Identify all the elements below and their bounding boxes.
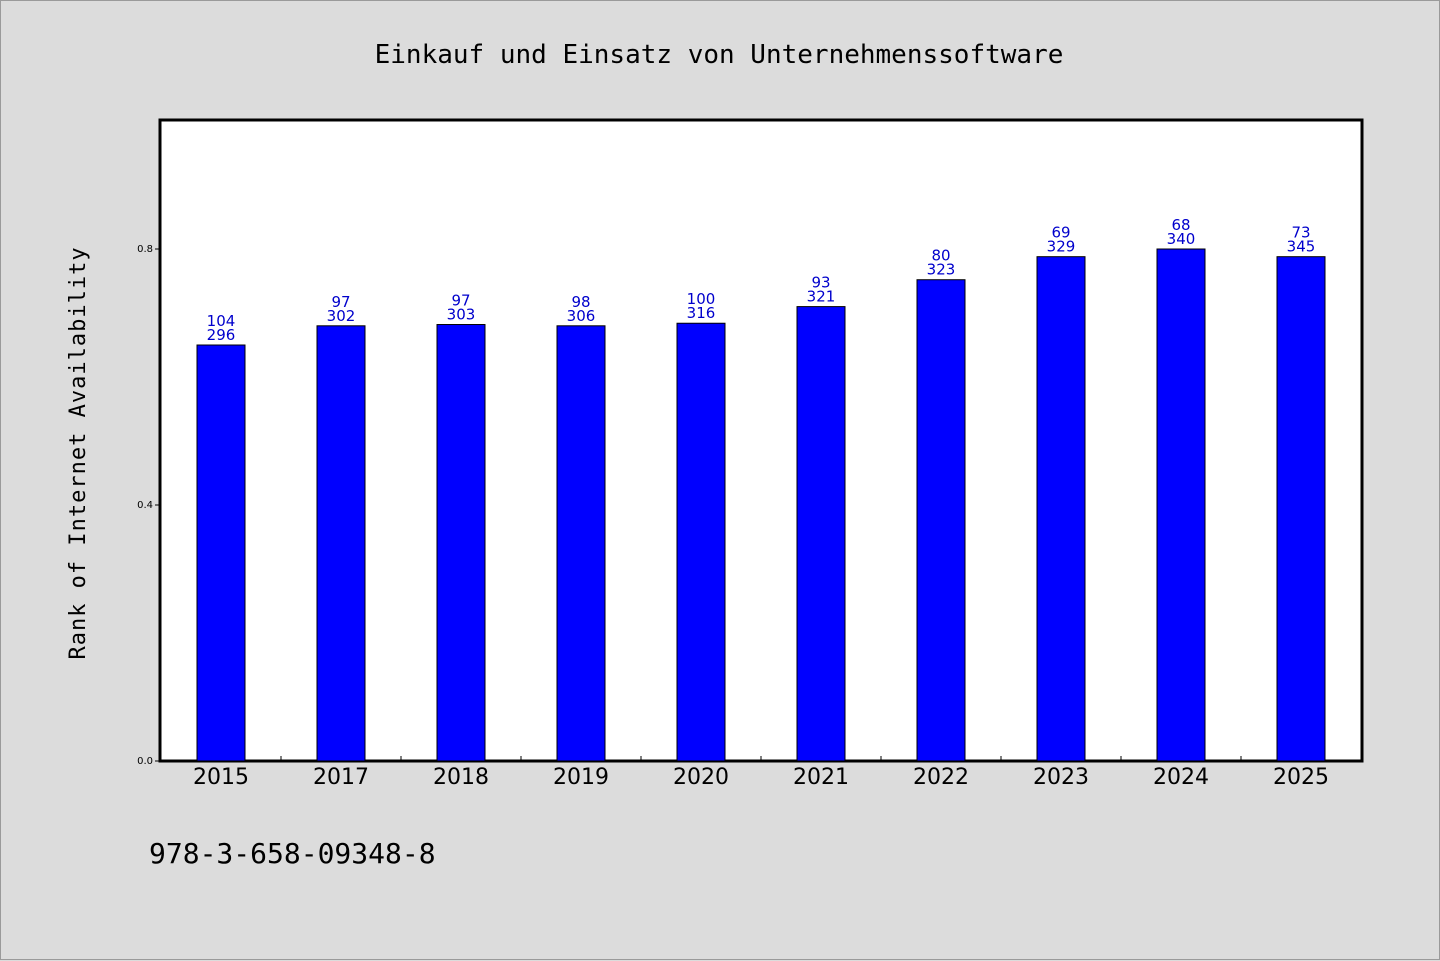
bar-2025 xyxy=(1276,256,1326,762)
bar-2018 xyxy=(436,324,486,762)
bars xyxy=(196,248,1326,762)
bar-label-bottom: 323 xyxy=(927,261,956,279)
bar-label-top: 98 xyxy=(571,293,590,311)
bar-label-bottom: 345 xyxy=(1287,238,1316,256)
x-category-label: 2021 xyxy=(793,765,849,790)
bar-label-top: 69 xyxy=(1051,224,1070,242)
category-labels: 2015 2017 2018 2019 2020 2021 2022 2023 2024 2025 xyxy=(193,765,1329,790)
bar-label-top: 104 xyxy=(207,312,236,330)
bar-label-top: 93 xyxy=(811,274,830,292)
x-category-label: 2023 xyxy=(1033,765,1089,790)
x-axis-ticks xyxy=(280,756,1242,761)
bar-label-top: 97 xyxy=(451,292,470,310)
chart-title: Einkauf und Einsatz von Unternehmenssoft… xyxy=(375,40,1064,70)
bar-label-top: 100 xyxy=(687,290,716,308)
y-tick-label: 0.8 xyxy=(137,244,153,255)
bar-label-bottom: 340 xyxy=(1167,230,1196,248)
x-category-label: 2018 xyxy=(433,765,489,790)
bar-2024 xyxy=(1156,248,1206,762)
x-category-label: 2025 xyxy=(1273,765,1329,790)
x-category-label: 2015 xyxy=(193,765,249,790)
bar-2017 xyxy=(316,325,366,762)
x-category-label: 2024 xyxy=(1153,765,1209,790)
bar-label-bottom: 302 xyxy=(327,307,356,325)
bar-2022 xyxy=(916,279,966,762)
x-category-label: 2022 xyxy=(913,765,969,790)
bar-labels: 1042969730297303983061003169332180323693… xyxy=(207,216,1316,344)
bar-label-top: 73 xyxy=(1291,224,1310,242)
bar-label-bottom: 316 xyxy=(687,304,716,322)
bar-label-bottom: 296 xyxy=(207,326,236,344)
y-tick-label: 0.0 xyxy=(137,756,153,767)
bar-label-bottom: 321 xyxy=(807,288,836,306)
x-category-label: 2019 xyxy=(553,765,609,790)
bar-2020 xyxy=(676,322,726,762)
bar-label-top: 68 xyxy=(1171,216,1190,234)
y-axis-label: Rank of Internet Availability xyxy=(66,246,91,659)
x-category-label: 2017 xyxy=(313,765,369,790)
bar-2023 xyxy=(1036,256,1086,762)
bar-label-top: 80 xyxy=(931,247,950,265)
bar-2021 xyxy=(796,306,846,762)
bar-label-top: 97 xyxy=(331,293,350,311)
x-category-label: 2020 xyxy=(673,765,729,790)
y-axis-ticks: 0.0 0.4 0.8 xyxy=(137,244,161,767)
isbn-text: 978-3-658-09348-8 xyxy=(149,837,436,870)
bar-2015 xyxy=(196,344,246,762)
bar-label-bottom: 303 xyxy=(447,306,476,324)
bar-label-bottom: 306 xyxy=(567,307,596,325)
bar-2019 xyxy=(556,325,606,762)
y-tick-label: 0.4 xyxy=(137,500,153,511)
bar-label-bottom: 329 xyxy=(1047,238,1076,256)
